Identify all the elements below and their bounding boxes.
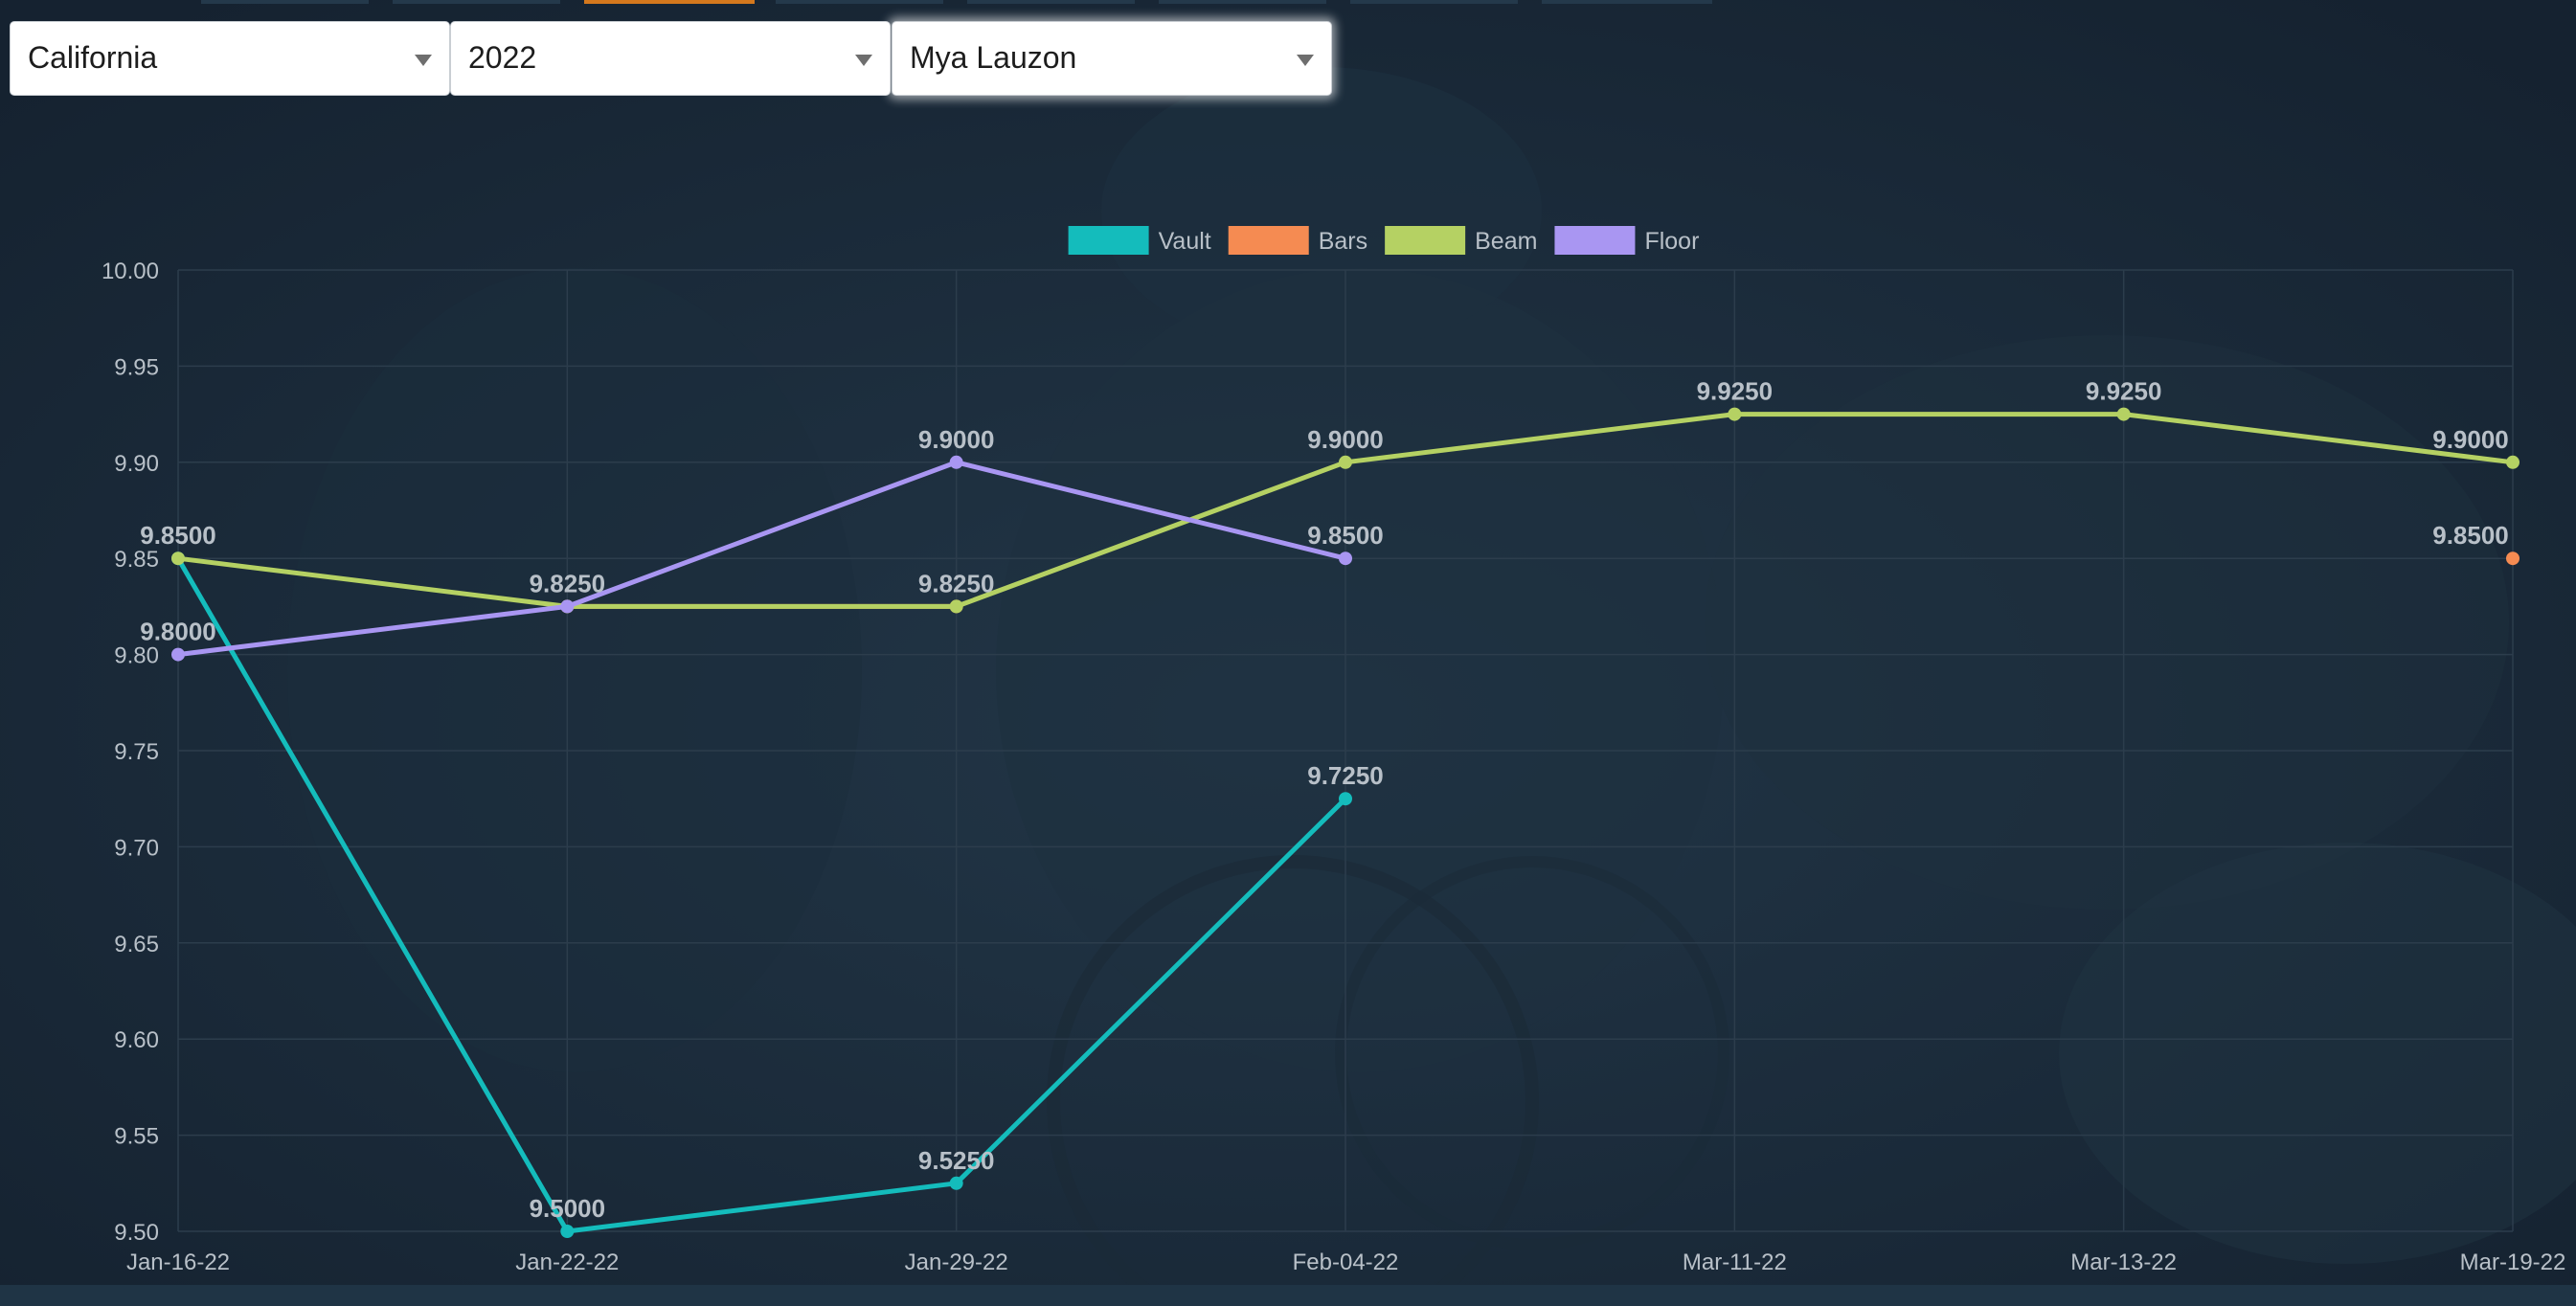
data-point-floor[interactable] [560,599,575,614]
x-tick-label: Jan-29-22 [905,1250,1008,1275]
legend-swatch-beam [1385,226,1466,255]
series-line-floor [175,460,1348,658]
x-tick-label: Feb-04-22 [1293,1250,1399,1275]
y-tick-label: 9.55 [114,1124,159,1150]
state-select[interactable]: California [10,21,450,96]
data-point-vault[interactable] [1339,792,1352,806]
tab-8[interactable] [1542,0,1712,4]
tab-4[interactable] [776,0,943,4]
legend[interactable]: Vault Bars Beam Floor [1068,226,1700,255]
tab-6[interactable] [1159,0,1326,4]
data-point-beam[interactable] [1339,455,1352,469]
data-label-vault: 9.7250 [1307,761,1384,790]
y-tick-label: 9.50 [114,1220,159,1246]
data-label-vault: 9.8500 [140,521,216,550]
data-label-beam: 9.9250 [1697,377,1774,406]
data-label-vault: 9.5250 [918,1146,995,1175]
data-point-vault[interactable] [949,1176,963,1190]
grid [177,269,2514,1232]
y-tick-label: 9.70 [114,835,159,861]
data-label-beam: 9.9000 [2432,425,2509,454]
x-tick-label: Jan-16-22 [126,1250,230,1275]
year-select-value: 2022 [468,40,537,75]
chevron-down-icon [415,55,432,66]
tab-3-active[interactable] [584,0,755,4]
data-label-bars: 9.8500 [2432,521,2509,550]
y-tick-label: 9.85 [114,547,159,573]
bottom-bar [0,1285,2576,1306]
data-point-floor[interactable] [171,647,185,662]
legend-swatch-bars [1228,226,1309,255]
athlete-select-value: Mya Lauzon [910,40,1077,75]
data-point-floor[interactable] [949,455,963,469]
legend-label-floor: Floor [1644,228,1699,255]
legend-item-beam[interactable]: Beam [1385,226,1537,255]
y-tick-label: 9.95 [114,354,159,380]
data-point-beam[interactable] [1728,407,1742,421]
data-label-vault: 9.5000 [530,1194,606,1223]
data-label-bars: 9.8250 [918,569,995,597]
y-tick-label: 9.60 [114,1027,159,1053]
legend-label-vault: Vault [1159,228,1211,255]
data-point-floor[interactable] [1339,552,1352,566]
data-point-beam[interactable] [171,552,185,566]
data-label-floor: 9.8500 [1307,521,1384,550]
athlete-select[interactable]: Mya Lauzon [892,21,1332,96]
tab-1[interactable] [201,0,369,4]
chevron-down-icon [855,55,872,66]
series-bars [560,552,2520,614]
y-tick-label: 9.90 [114,451,159,477]
data-point-beam[interactable] [2506,455,2520,469]
top-tab-strip [0,0,2576,6]
data-label-beam: 9.9000 [1307,425,1384,454]
data-point-vault[interactable] [560,1225,575,1238]
series [171,407,2520,1238]
y-tick-label: 9.75 [114,739,159,765]
year-select[interactable]: 2022 [450,21,891,96]
series-floor [171,455,1352,662]
legend-swatch-floor [1554,226,1636,255]
data-label-floor: 9.8000 [140,618,216,646]
x-tick-label: Jan-22-22 [515,1250,619,1275]
y-tick-label: 10.00 [102,259,159,284]
x-tick-label: Mar-13-22 [2070,1250,2177,1275]
data-point-beam[interactable] [2116,407,2131,421]
state-select-value: California [28,40,158,75]
legend-item-floor[interactable]: Floor [1554,226,1699,255]
legend-item-bars[interactable]: Bars [1228,226,1367,255]
series-line-vault [175,555,1348,1234]
y-tick-label: 9.80 [114,643,159,669]
legend-label-beam: Beam [1475,228,1537,255]
data-labels: 9.8500 9.5000 9.5250 9.7250 9.8250 9.8250 9.85… [140,377,2509,1223]
tab-2[interactable] [393,0,560,4]
legend-item-vault[interactable]: Vault [1068,226,1211,255]
x-tick-label: Mar-19-22 [2460,1250,2566,1275]
legend-label-bars: Bars [1319,228,1367,255]
data-label-beam: 9.9250 [2086,377,2162,406]
tab-5[interactable] [967,0,1135,4]
data-label-floor: 9.9000 [918,425,995,454]
y-tick-label: 9.65 [114,932,159,957]
axes: 9.50 9.55 9.60 9.65 9.70 9.75 9.80 9.85 9.90 9.95… [102,259,2565,1275]
x-tick-label: Mar-11-22 [1683,1250,1787,1275]
tab-7[interactable] [1350,0,1518,4]
legend-swatch-vault [1068,226,1149,255]
chevron-down-icon [1297,55,1314,66]
data-point-bars[interactable] [2506,552,2520,566]
data-label-bars: 9.8250 [530,569,606,597]
data-point-beam[interactable] [949,599,963,614]
